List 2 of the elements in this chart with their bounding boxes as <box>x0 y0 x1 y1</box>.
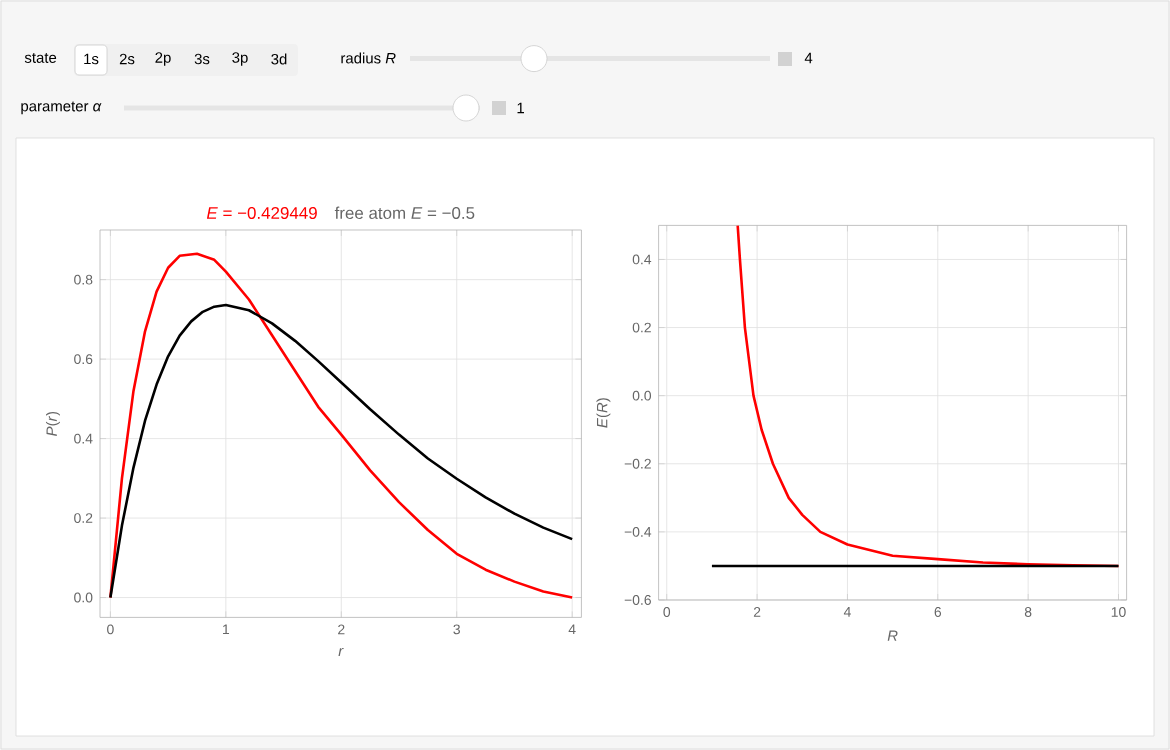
chart-subtitle: free atom E = −0.5 <box>334 206 475 219</box>
chart-title: E = −0.429449 <box>206 207 317 219</box>
